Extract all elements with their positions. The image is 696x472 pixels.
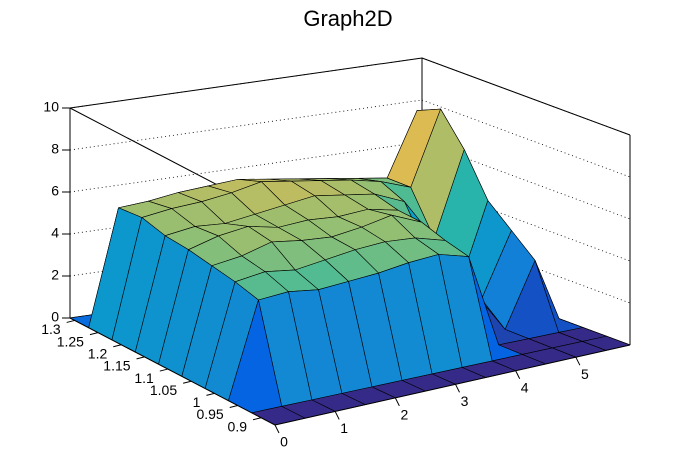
box-edge [421,57,631,136]
z-tick-label: 6 [51,183,59,199]
x-tick [394,397,400,407]
y-tick-label: 1.25 [57,333,84,349]
y-tick-label: 0.9 [228,418,248,434]
y-tick [229,405,238,409]
y-axis [69,317,276,426]
x-tick [455,384,460,393]
y-tick-label: 1.15 [103,358,130,374]
y-tick [113,344,122,348]
x-tick [334,411,340,420]
x-tick-label: 3 [461,393,469,409]
y-tick [183,380,192,384]
z-tick-label: 2 [51,267,59,283]
x-tick [274,424,280,434]
y-tick-label: 1.2 [88,345,108,361]
x-tick-label: 2 [400,407,408,423]
grid-line [69,141,423,193]
y-tick-label: 1.3 [41,321,61,337]
y-tick-label: 0.95 [196,406,223,422]
x-tick-label: 1 [340,420,348,436]
grid-line [421,99,631,178]
y-tick [66,319,75,323]
box-edge [69,57,423,109]
y-tick [206,392,215,396]
y-tick-label: 1.1 [134,370,154,386]
y-tick-label: 1 [193,394,201,410]
x-tick [515,370,521,379]
x-tick [575,356,581,366]
y-tick-label: 1.05 [150,382,177,398]
y-tick [89,332,99,336]
grid-line [69,99,423,151]
y-tick [159,368,168,372]
z-tick-label: 0 [51,309,59,325]
chart-title: Graph2D [303,6,392,31]
z-tick-label: 10 [43,99,59,115]
y-tick [136,356,145,360]
x-tick-label: 4 [521,379,529,395]
z-tick-label: 8 [51,141,59,157]
x-axis [274,344,631,426]
z-tick-label: 4 [51,225,59,241]
x-tick-label: 0 [280,434,288,450]
y-tick [252,417,262,421]
x-tick-label: 5 [581,366,589,382]
